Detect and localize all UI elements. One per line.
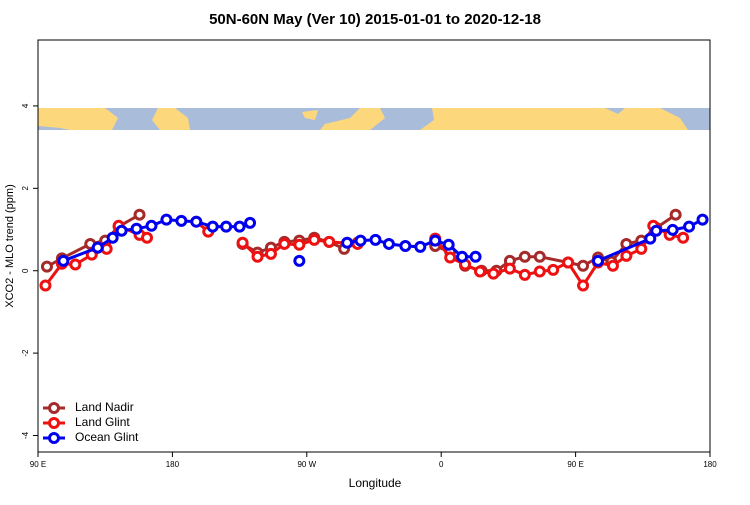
point (518, 268, 531, 281)
point (91, 241, 104, 254)
point (141, 231, 154, 244)
point (399, 240, 412, 252)
point (547, 263, 560, 276)
y-axis-label: XCO2 - MLO trend (ppm) (4, 184, 16, 307)
point (69, 258, 82, 271)
legend-label: Ocean Glint (75, 430, 139, 444)
y-tick-label: 2 (21, 186, 30, 191)
point (323, 235, 336, 248)
map-land (352, 112, 362, 124)
point (130, 222, 143, 235)
point (577, 279, 590, 292)
point (533, 265, 546, 278)
point (145, 219, 158, 232)
plot-frame (37, 39, 711, 453)
map-ocean (605, 108, 625, 114)
map-land (302, 110, 318, 120)
point (620, 249, 633, 262)
x-tick-label: 180 (703, 460, 717, 469)
map-ocean (38, 126, 70, 130)
point (562, 256, 575, 269)
point (293, 238, 306, 251)
x-axis-label: Longitude (349, 476, 402, 490)
point (429, 234, 442, 247)
point (236, 236, 249, 249)
point (233, 220, 246, 233)
map-ocean (105, 108, 160, 130)
point (354, 234, 367, 247)
y-tick-label: 4 (21, 103, 30, 108)
point (606, 259, 619, 272)
point (115, 224, 128, 237)
point (369, 233, 382, 246)
point (666, 223, 679, 236)
point (518, 250, 531, 263)
point (133, 208, 146, 221)
point (474, 265, 487, 278)
x-tick-label: 0 (439, 460, 444, 469)
point (444, 251, 457, 264)
point (341, 236, 354, 249)
chart-title: 50N-60N May (Ver 10) 2015-01-01 to 2020-… (209, 11, 541, 28)
point (251, 250, 264, 263)
y-tick-label: -4 (21, 431, 30, 439)
map-ocean (660, 108, 710, 130)
point (293, 254, 306, 267)
point (175, 214, 188, 227)
point (382, 237, 395, 250)
point (39, 279, 52, 292)
point (206, 220, 219, 233)
point (650, 224, 663, 237)
x-tick-label: 90 W (297, 460, 316, 469)
point (683, 220, 696, 233)
point (190, 215, 203, 228)
x-tick-label: 180 (166, 460, 180, 469)
point (696, 213, 709, 226)
point (57, 254, 70, 267)
point (244, 216, 257, 229)
x-tick-label: 90 E (30, 460, 46, 469)
point (442, 238, 455, 251)
y-tick-label: -2 (21, 349, 30, 357)
legend-marker (48, 417, 60, 429)
point (635, 242, 648, 255)
point (456, 250, 469, 263)
legend-marker (48, 432, 60, 444)
point (414, 240, 427, 253)
point (308, 233, 321, 246)
point (677, 231, 690, 244)
map-ocean (370, 108, 434, 130)
point (278, 237, 291, 250)
point (533, 250, 546, 263)
point (644, 232, 657, 245)
point (264, 247, 277, 260)
point (106, 231, 119, 244)
legend-marker (48, 402, 60, 414)
legend-label: Land Glint (75, 415, 130, 429)
point (40, 260, 53, 273)
x-tick-label: 90 E (567, 460, 583, 469)
point (592, 254, 604, 267)
y-tick-label: 0 (21, 268, 30, 273)
point (503, 262, 516, 275)
point (669, 208, 682, 221)
legend-label: Land Nadir (75, 400, 134, 414)
series-line (62, 218, 704, 263)
point (220, 220, 233, 233)
point (469, 250, 482, 263)
point (577, 259, 590, 272)
point (160, 213, 173, 226)
map-band (38, 108, 710, 130)
point (487, 267, 500, 280)
